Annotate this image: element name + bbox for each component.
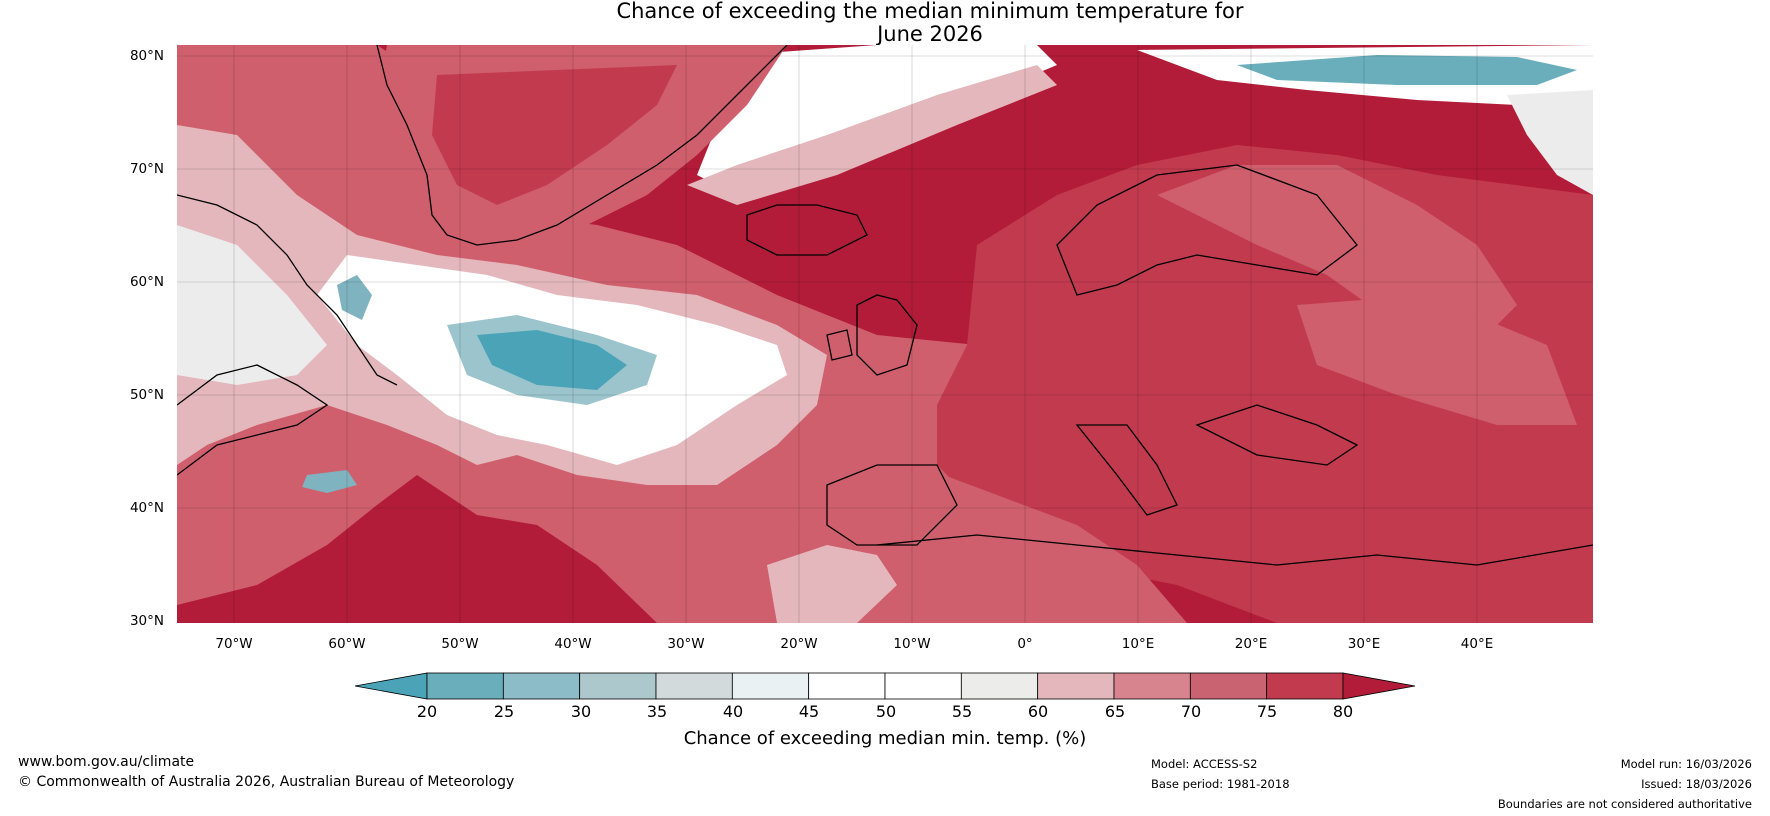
forecast-map [177, 45, 1593, 623]
graticule [177, 45, 1593, 623]
footer-issued: Issued: 18/03/2026 [1641, 777, 1752, 791]
lon-label-50w: 50°W [441, 636, 479, 652]
colorbar-extend-high [1342, 672, 1416, 700]
colorbar-tick-65: 65 [1104, 702, 1126, 721]
colorbar [354, 672, 1416, 700]
lat-label-60n: 60°N [129, 274, 164, 290]
colorbar-tick-60: 60 [1027, 702, 1049, 721]
colorbar-tick-30: 30 [570, 702, 592, 721]
labrador-coast [177, 194, 398, 386]
lat-label-30n: 30°N [129, 613, 164, 629]
lon-label-60w: 60°W [328, 636, 366, 652]
colorbar-tick-20: 20 [416, 702, 438, 721]
footer-base-period: Base period: 1981-2018 [1151, 777, 1290, 791]
lat-label-50n: 50°N [129, 387, 164, 403]
lon-label-0: 0° [1017, 636, 1033, 652]
greenland-inner [432, 65, 677, 205]
colorbar-tick-55: 55 [951, 702, 973, 721]
newfoundland-coast [177, 364, 329, 476]
title-line-2: June 2026 [877, 22, 983, 46]
lowest-region-atlantic [477, 330, 627, 390]
colorbar-tick-45: 45 [798, 702, 820, 721]
footer-model-run: Model run: 16/03/2026 [1620, 757, 1752, 771]
colorbar-tick-50: 50 [875, 702, 897, 721]
grey-region-labrador [177, 225, 327, 385]
britain-coast [856, 294, 918, 376]
colorbar-segment [1113, 672, 1191, 700]
colorbar-segment [731, 672, 810, 700]
colorbar-tick-75: 75 [1256, 702, 1278, 721]
footer-model: Model: ACCESS-S2 [1151, 757, 1258, 771]
lon-label-40w: 40°W [554, 636, 592, 652]
black-sea-coast [1195, 404, 1359, 466]
footer-website[interactable]: www.bom.gov.au/climate [18, 754, 195, 770]
lon-label-70w: 70°W [215, 636, 253, 652]
iceland-coast [746, 204, 868, 256]
lat-label-80n: 80°N [129, 48, 164, 64]
colorbar-segment [655, 672, 733, 700]
colorbar-segment [502, 672, 581, 700]
lon-label-10w: 10°W [893, 636, 931, 652]
light-region-arctic [687, 65, 1057, 205]
colorbar-segment [960, 672, 1039, 700]
north-africa-light [767, 545, 897, 623]
colorbar-tick-25: 25 [493, 702, 515, 721]
low-region-barents [1237, 55, 1577, 85]
lon-label-30e: 30°E [1347, 636, 1381, 652]
lon-label-30w: 30°W [667, 636, 705, 652]
colorbar-tick-40: 40 [722, 702, 744, 721]
colorbar-tick-70: 70 [1180, 702, 1202, 721]
colorbar-segment [1037, 672, 1115, 700]
colorbar-tick-35: 35 [646, 702, 668, 721]
footer-copyright: © Commonwealth of Australia 2026, Austra… [18, 774, 515, 790]
colorbar-segment [579, 672, 657, 700]
iberia-coast [826, 464, 958, 546]
map-svg [177, 45, 1593, 623]
east-europe-mid-region [1297, 295, 1577, 425]
colorbar-segment [808, 672, 886, 700]
footer-disclaimer: Boundaries are not considered authoritat… [1497, 797, 1752, 811]
lon-label-20e: 20°E [1234, 636, 1268, 652]
colorbar-segment [1266, 672, 1344, 700]
lon-label-20w: 20°W [780, 636, 818, 652]
lat-label-40n: 40°N [129, 500, 164, 516]
ireland-coast [826, 329, 853, 361]
scandinavia-coast [1056, 164, 1358, 296]
lon-label-10e: 10°E [1121, 636, 1155, 652]
low-region-labrador-sea [337, 275, 372, 320]
chart-title: Chance of exceeding the median minimum t… [0, 0, 1770, 46]
colorbar-segment [884, 672, 962, 700]
lat-label-70n: 70°N [129, 161, 164, 177]
north-africa-coast [876, 534, 1593, 566]
italy-coast [1075, 424, 1178, 516]
colorbar-tick-80: 80 [1332, 702, 1354, 721]
greenland-coast [376, 45, 788, 246]
colorbar-title: Chance of exceeding median min. temp. (%… [683, 728, 1087, 749]
lon-label-40e: 40°E [1460, 636, 1494, 652]
title-line-1: Chance of exceeding the median minimum t… [616, 0, 1244, 23]
coastlines [177, 45, 1593, 566]
colorbar-segment [1189, 672, 1268, 700]
neutral-region-kara [1507, 90, 1593, 195]
colorbar-segment [426, 672, 504, 700]
colorbar-extend-low [354, 672, 428, 700]
low-region-nova-scotia [302, 470, 357, 493]
